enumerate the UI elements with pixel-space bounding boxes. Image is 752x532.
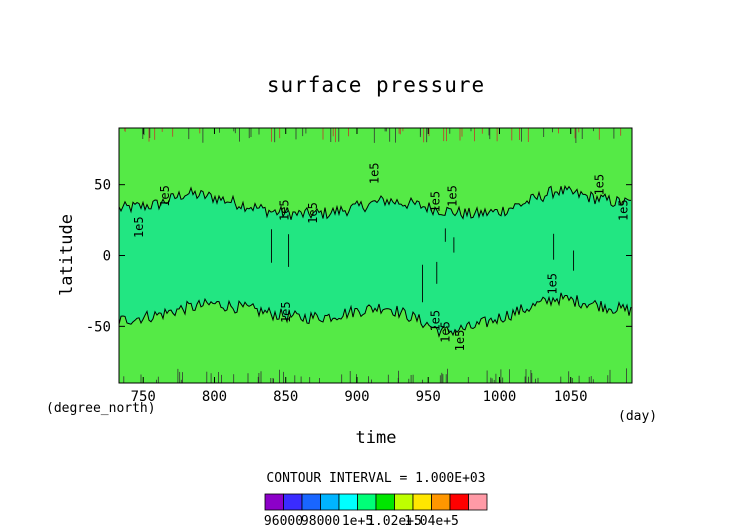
contour-label: 1e5	[279, 301, 293, 323]
colorbar-label: 1e+5	[342, 514, 373, 529]
contour-label: 1e5	[367, 162, 381, 184]
tropics-band	[119, 186, 631, 337]
x-axis: 750 800 850 900 950 1000 1050	[131, 128, 588, 405]
colorbar-swatch	[468, 493, 488, 511]
y-axis: 50 0 -50	[86, 178, 632, 335]
y-axis-label: latitude	[57, 214, 77, 296]
colorbar-swatch	[394, 493, 414, 511]
colorbar-label: 1.04e+5	[404, 514, 459, 529]
chart-title: surface pressure	[267, 73, 485, 97]
y-tick-label: 50	[94, 178, 111, 194]
x-tick-label: 800	[202, 389, 227, 405]
x-axis-label: time	[356, 428, 397, 448]
contour-label: 1e5	[278, 199, 292, 221]
colorbar-swatch	[375, 493, 395, 511]
contour-label: 1e5	[617, 199, 631, 221]
contour-line-south	[118, 292, 632, 338]
colorbar-label: 1.02e+5	[367, 514, 422, 529]
x-tick-label: 1000	[483, 389, 517, 405]
y-axis-unit: (degree_north)	[46, 401, 156, 416]
contour-noise-layer	[123, 128, 627, 383]
y-tick-label: -50	[86, 319, 111, 335]
x-tick-label: 850	[273, 389, 298, 405]
contour-label: 1e5	[546, 273, 560, 295]
contour-label: 1e5	[429, 191, 443, 213]
colorbar-swatch	[264, 493, 284, 511]
y-tick-label: 0	[103, 249, 111, 265]
colorbar-swatch	[449, 493, 469, 511]
colorbar-label: 98000	[301, 514, 340, 529]
colorbar-swatch	[338, 493, 358, 511]
colorbar-swatch	[283, 493, 303, 511]
colorbar-swatch	[357, 493, 377, 511]
x-axis-unit: (day)	[618, 409, 657, 424]
colorbar	[264, 493, 488, 511]
colorbar-swatch	[412, 493, 432, 511]
x-tick-label: 1050	[554, 389, 588, 405]
contour-line-north	[118, 184, 632, 220]
colorbar-swatch	[431, 493, 451, 511]
contour-label: 1e5	[132, 216, 146, 238]
contour-label: 1e5	[446, 185, 460, 207]
contour-label: 1e5	[429, 310, 443, 332]
contour-label: 1e5	[439, 321, 453, 343]
colorbar-label: 96000	[264, 514, 303, 529]
colorbar-swatch	[301, 493, 321, 511]
x-tick-label: 950	[416, 389, 441, 405]
contour-label: 1e5	[453, 330, 467, 352]
x-tick-label: 900	[344, 389, 369, 405]
contour-label: 1e5	[593, 174, 607, 196]
contour-interval-label: CONTOUR INTERVAL = 1.000E+03	[266, 471, 485, 486]
x-tick-label: 750	[131, 389, 156, 405]
contour-label: 1e5	[158, 185, 172, 207]
contour-label: 1e5	[306, 202, 320, 224]
colorbar-swatch	[320, 493, 340, 511]
